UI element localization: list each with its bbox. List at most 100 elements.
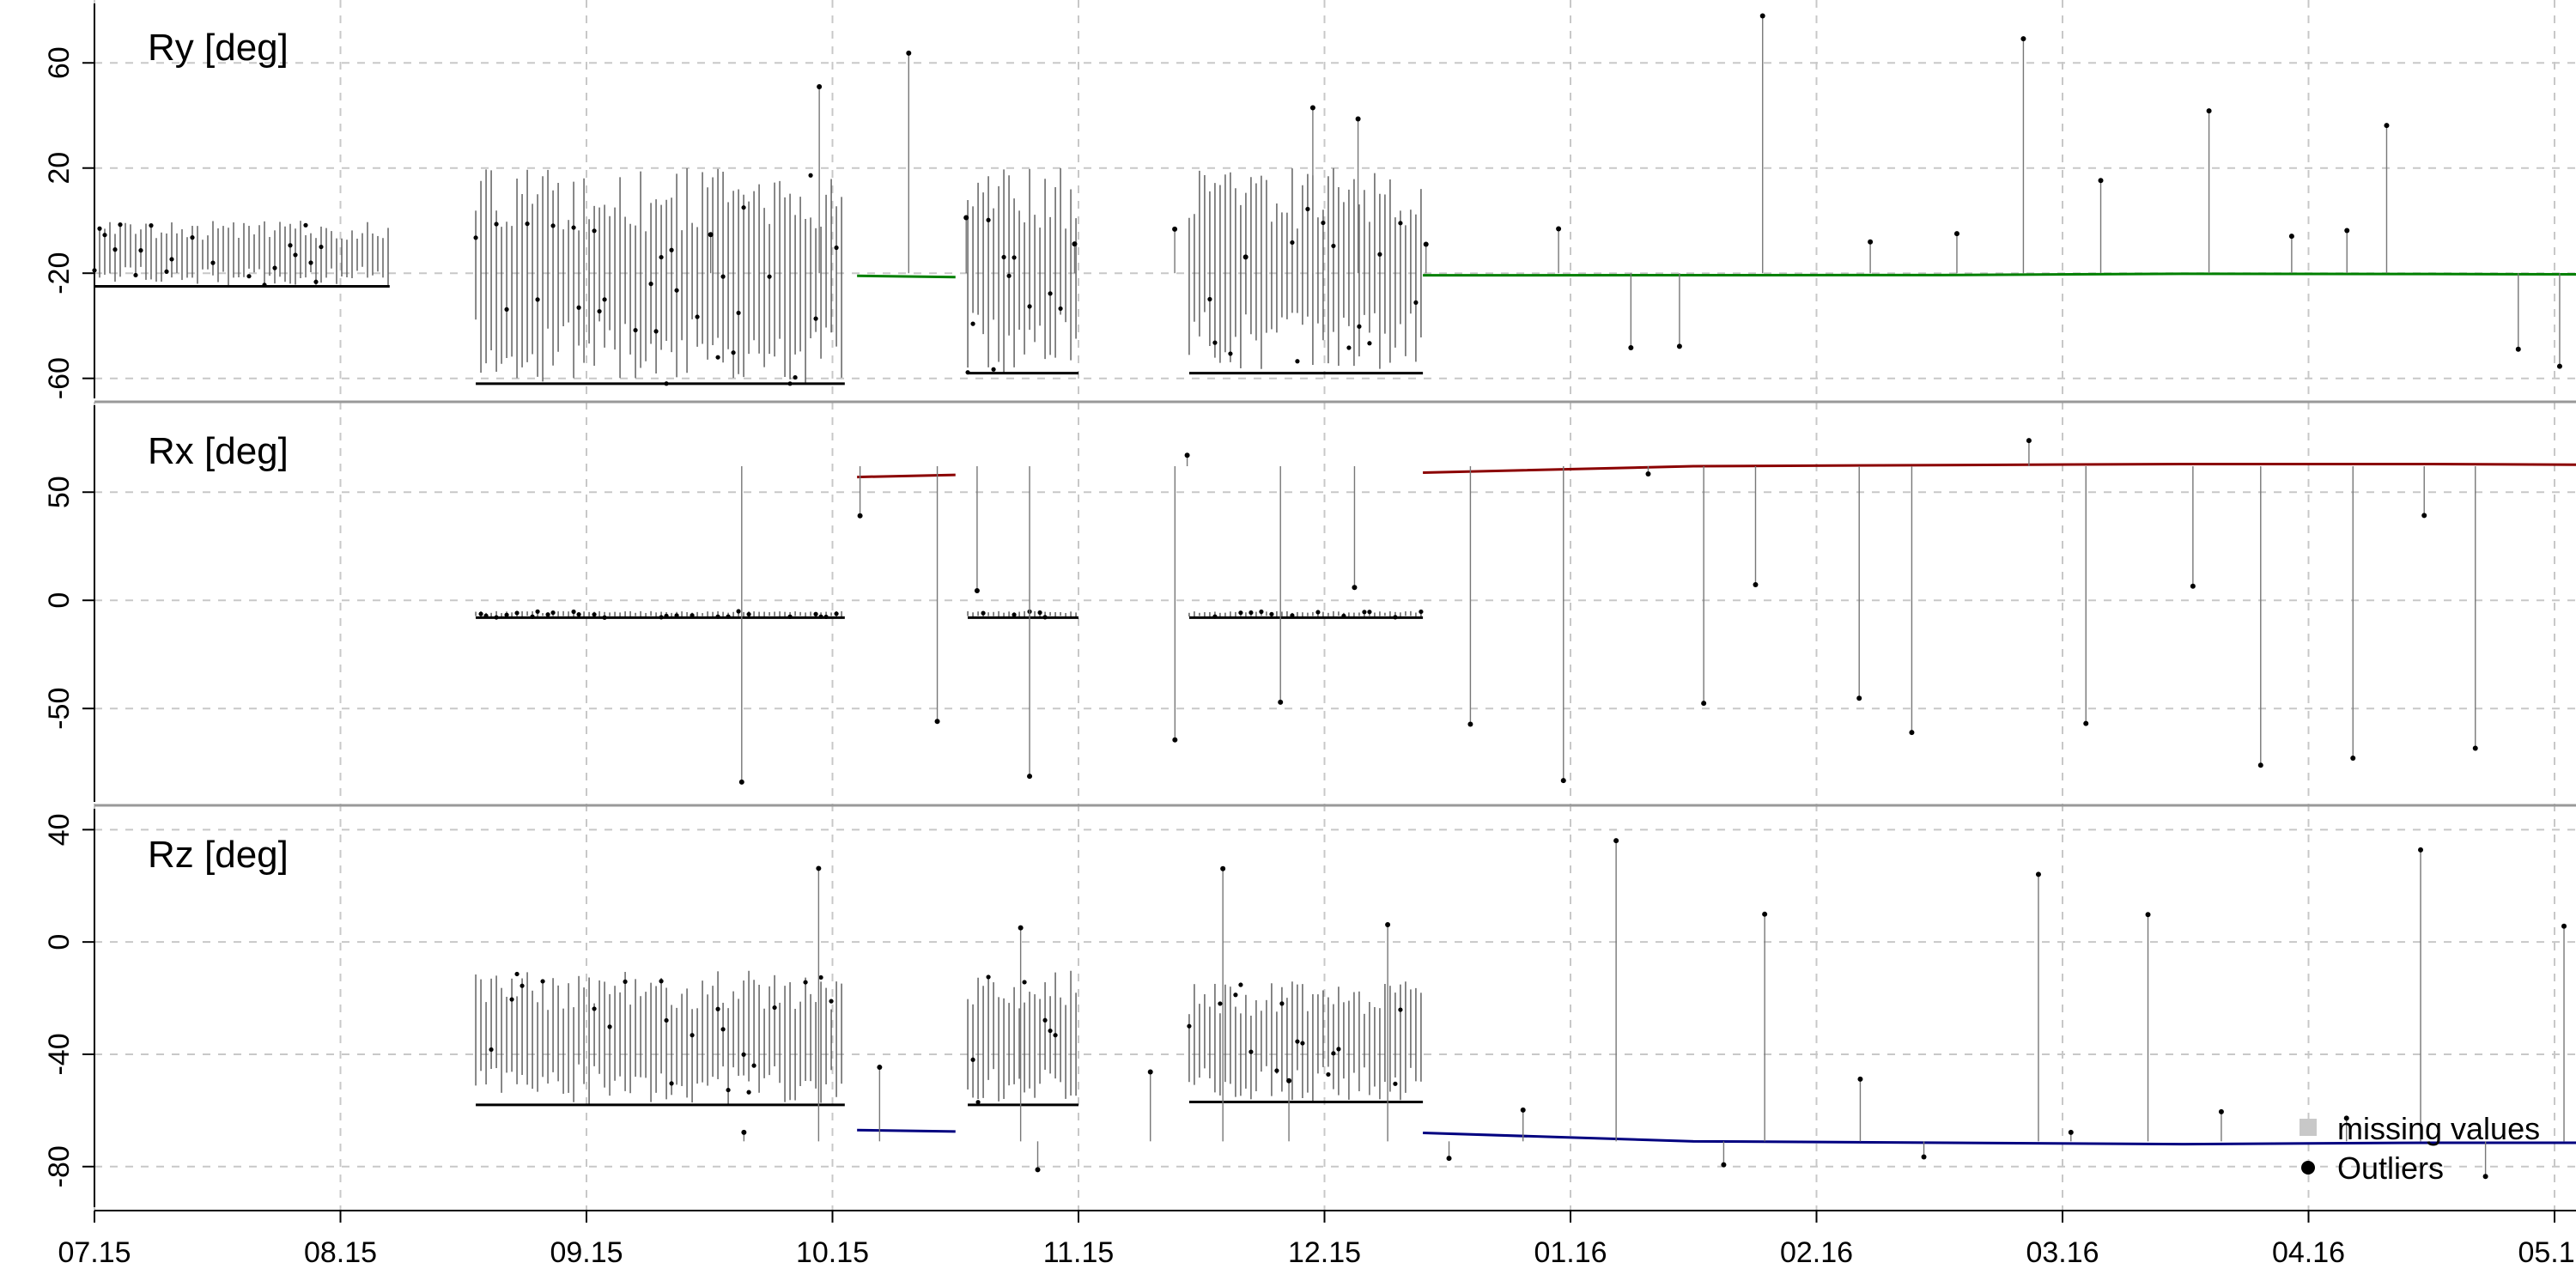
outlier-point-rx [1856, 695, 1862, 701]
outlier-point-rx [813, 611, 818, 616]
outlier-point-ry [736, 310, 741, 316]
outlier-point-rz [1385, 922, 1391, 928]
outlier-point-ry [602, 297, 607, 302]
outlier-point-rz [540, 979, 545, 984]
x-tick-label: 02.16 [1780, 1236, 1853, 1269]
outlier-point-rz [829, 999, 834, 1004]
outlier-point-rz [746, 1090, 751, 1095]
x-tick-label: 12.15 [1288, 1236, 1361, 1269]
outlier-point-rz [1300, 1041, 1305, 1046]
outlier-point-rx [1027, 774, 1033, 780]
outlier-point-rz [1279, 1001, 1285, 1006]
outlier-point-ry [1321, 220, 1326, 226]
outlier-point-ry [653, 329, 659, 334]
outlier-point-ry [767, 274, 772, 279]
outlier-point-rx [535, 609, 540, 614]
outlier-point-rz [726, 1087, 731, 1093]
outlier-point-rx [934, 719, 940, 725]
outlier-point-rx [1560, 778, 1566, 784]
legend-missing-values-marker [2300, 1119, 2317, 1136]
outlier-point-rx [1037, 610, 1042, 616]
outlier-point-rz [986, 974, 991, 980]
outlier-point-ry [695, 314, 700, 319]
outlier-point-rz [818, 974, 823, 980]
outlier-point-ry [648, 282, 653, 287]
outlier-point-rx [514, 610, 519, 616]
outlier-point-ry [2344, 228, 2350, 234]
outlier-point-rz [1762, 911, 1768, 917]
outlier-point-rz [1921, 1154, 1927, 1160]
outlier-point-rz [1022, 980, 1027, 985]
panel-label-rx: Rx [deg] [148, 430, 289, 472]
outlier-point-rz [1238, 982, 1243, 987]
outlier-point-ry [1377, 252, 1382, 257]
outlier-point-ry [1759, 13, 1765, 19]
outlier-point-rz [2068, 1129, 2074, 1135]
outlier-point-ry [525, 222, 530, 227]
series-line-rz [1423, 1132, 2576, 1146]
outlier-point-ry [1290, 240, 1295, 246]
outlier-point-ry [210, 260, 216, 265]
outlier-point-rz [1035, 1167, 1041, 1173]
outlier-point-rz [607, 1024, 612, 1029]
outlier-point-rz [720, 1027, 726, 1032]
outlier-point-rz [1018, 925, 1024, 931]
outlier-point-ry [1295, 359, 1300, 364]
outlier-point-rz [1147, 1069, 1153, 1075]
outlier-point-rz [2035, 871, 2041, 877]
outlier-point-rz [877, 1065, 883, 1071]
outlier-point-ry [1357, 324, 1362, 329]
outlier-point-rx [1753, 582, 1759, 588]
panel-label-rz: Rz [deg] [148, 834, 289, 876]
outlier-point-ry [190, 235, 195, 240]
outlier-point-rz [715, 1006, 720, 1011]
outlier-point-ry [808, 173, 813, 178]
outlier-point-ry [1676, 343, 1682, 349]
legend-outliers-label: Outliers [2337, 1150, 2444, 1186]
y-tick-label-ry: -20 [43, 252, 76, 294]
x-tick-label: 10.15 [796, 1236, 869, 1269]
outlier-point-rz [509, 997, 514, 1002]
outlier-point-rx [2472, 745, 2478, 751]
x-tick-label: 08.15 [304, 1236, 377, 1269]
outlier-point-rx [738, 779, 744, 785]
outlier-point-ry [986, 217, 991, 222]
outlier-point-rz [514, 971, 519, 977]
outlier-point-ry [1367, 341, 1372, 346]
outlier-point-ry [138, 248, 143, 253]
outlier-point-rz [1274, 1068, 1279, 1073]
outlier-point-ry [720, 274, 726, 279]
x-tick-label: 11.15 [1043, 1236, 1115, 1269]
x-tick-label: 05.16 [2518, 1236, 2576, 1269]
outlier-point-rz [1613, 838, 1619, 844]
outlier-point-rz [690, 1033, 695, 1038]
outlier-point-rx [1278, 699, 1284, 705]
outlier-point-ry [963, 215, 969, 221]
outlier-point-ry [303, 222, 308, 228]
outlier-point-rz [1326, 1071, 1331, 1078]
outlier-point-ry [633, 327, 638, 333]
outlier-point-ry [1355, 116, 1361, 122]
outlier-point-ry [2206, 108, 2212, 114]
outlier-point-rx [2421, 513, 2427, 519]
x-tick-label: 04.16 [2272, 1236, 2345, 1269]
outlier-point-ry [2384, 123, 2390, 129]
outlier-point-ry [1048, 291, 1053, 296]
data-layer [92, 13, 2576, 1180]
outlier-point-rx [1259, 609, 1264, 615]
outlier-point-ry [2515, 346, 2521, 352]
outlier-point-rz [2218, 1108, 2224, 1114]
outlier-point-rz [664, 1017, 669, 1023]
series-line-ry [857, 274, 956, 279]
outlier-point-rz [2145, 912, 2151, 918]
outlier-point-ry [1556, 226, 1562, 232]
outlier-point-ry [1058, 306, 1063, 312]
outlier-point-ry [169, 257, 174, 262]
outlier-point-rz [741, 1052, 746, 1057]
outlier-point-rz [2343, 1115, 2349, 1121]
outlier-point-ry [813, 316, 818, 321]
outlier-point-ry [715, 355, 720, 360]
x-tick-label: 07.15 [58, 1236, 131, 1269]
outlier-point-ry [1423, 241, 1429, 247]
outlier-point-ry [535, 297, 540, 302]
